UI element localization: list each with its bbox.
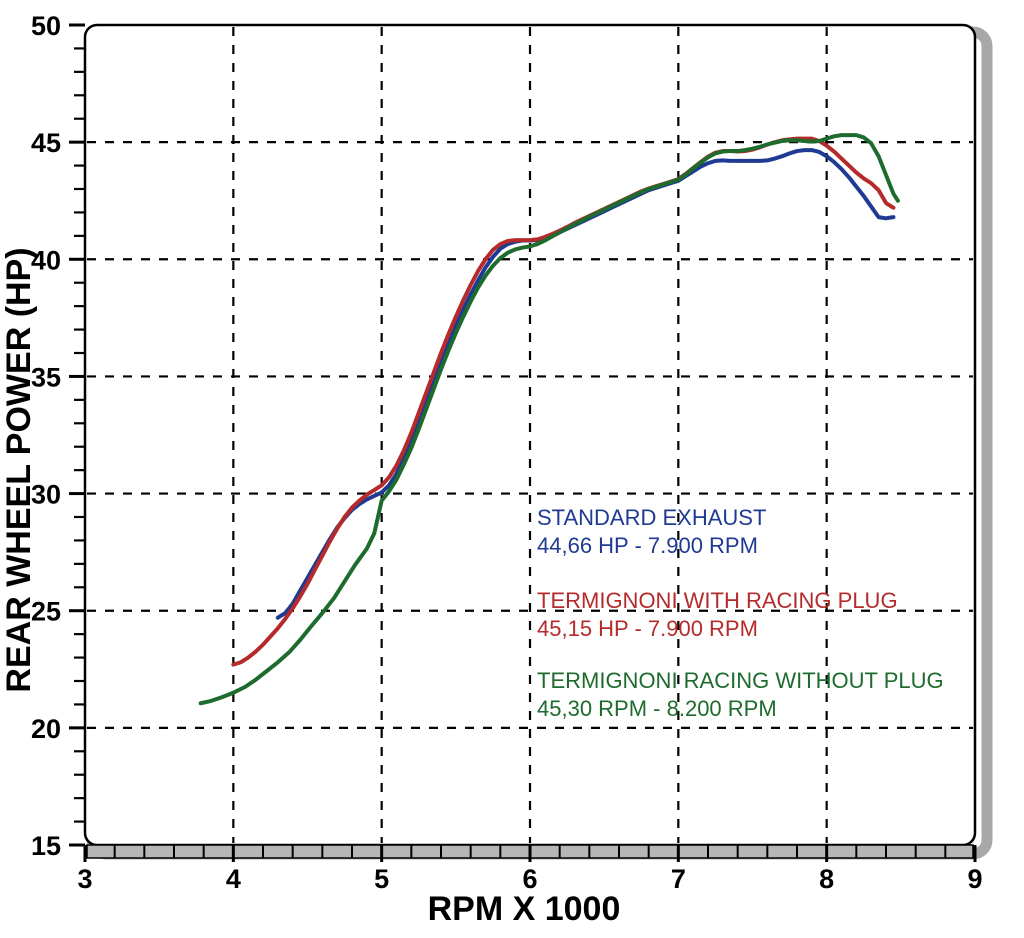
legend-entry-1-detail: 45,15 HP - 7.900 RPM xyxy=(537,616,758,641)
x-tick-label: 8 xyxy=(819,864,834,894)
legend-entry-0-name: STANDARD EXHAUST xyxy=(537,505,766,530)
x-tick-label: 9 xyxy=(967,864,982,894)
y-tick-label: 15 xyxy=(31,831,61,861)
y-tick-label: 40 xyxy=(31,245,61,275)
x-axis-bar xyxy=(83,844,977,862)
x-axis-title: RPM X 1000 xyxy=(428,890,621,928)
y-tick-label: 30 xyxy=(31,480,61,510)
y-axis-title: REAR WHEEL POWER (HP) xyxy=(0,247,38,692)
x-tick-label: 3 xyxy=(77,864,92,894)
legend-entry-2-detail: 45,30 RPM - 8.200 RPM xyxy=(537,696,777,721)
legend: STANDARD EXHAUST 44,66 HP - 7.900 RPM TE… xyxy=(537,505,944,721)
series-line-2 xyxy=(198,133,900,706)
plot-background xyxy=(85,25,975,845)
x-tick-label: 7 xyxy=(671,864,686,894)
y-tick-label: 20 xyxy=(31,714,61,744)
x-tick-labels: 3 4 5 6 7 8 9 xyxy=(77,864,982,894)
y-tick-label: 35 xyxy=(31,362,61,392)
y-tick-label: 50 xyxy=(31,11,61,41)
y-tick-labels: 15 20 25 30 35 40 45 50 xyxy=(31,11,61,861)
legend-entry-0-detail: 44,66 HP - 7.900 RPM xyxy=(537,533,758,558)
legend-entry-1-name: TERMIGNONI WITH RACING PLUG xyxy=(537,588,898,613)
gridlines xyxy=(87,27,973,843)
x-tick-label: 6 xyxy=(522,864,537,894)
data-series-group xyxy=(198,133,900,706)
x-tick-label: 5 xyxy=(374,864,389,894)
y-tick-label: 25 xyxy=(31,597,61,627)
x-tick-label: 4 xyxy=(226,864,241,894)
y-tick-label: 45 xyxy=(31,128,61,158)
axis-ticks xyxy=(69,23,85,847)
legend-entry-2-name: TERMIGNONI RACING WITHOUT PLUG xyxy=(537,668,944,693)
